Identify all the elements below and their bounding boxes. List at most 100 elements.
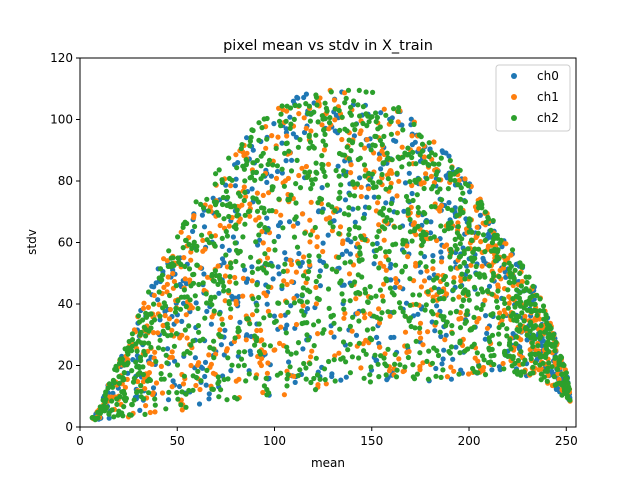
data-point [256,349,262,355]
data-point [374,114,380,121]
data-point [137,407,143,413]
data-point [315,318,322,324]
data-point [247,201,253,207]
data-point [219,316,225,322]
data-point [221,288,227,294]
data-point [183,312,189,318]
data-point [496,324,502,331]
data-point [355,156,361,163]
data-point [217,327,223,333]
data-point [264,370,270,376]
data-point [311,322,317,328]
data-point [417,152,423,158]
data-point [203,291,209,297]
data-point [202,315,208,321]
data-point [507,280,513,286]
data-point [151,317,158,323]
data-point [475,358,481,364]
data-point [438,374,444,380]
data-point [407,229,413,235]
data-point [214,209,220,215]
data-point [400,127,406,133]
data-point [161,300,167,306]
data-point [430,266,436,272]
data-point [261,116,267,122]
data-point [176,383,183,390]
data-point [349,328,355,334]
data-point [232,183,238,189]
data-point [232,394,238,401]
data-point [240,234,246,240]
data-point [119,410,125,416]
data-point [254,302,260,308]
data-point [279,283,285,289]
data-point [232,203,238,209]
data-point [439,148,445,154]
data-point [269,133,275,139]
data-point [466,229,472,235]
data-point [216,311,223,317]
data-point [353,296,359,302]
data-point [506,342,512,348]
data-point [143,403,149,409]
data-point [191,215,197,221]
data-point [357,290,363,296]
data-point [325,161,332,167]
data-point [284,383,290,389]
data-point [509,247,516,253]
data-point [383,363,389,369]
data-point [553,386,560,392]
data-point [317,258,323,264]
data-point [421,154,427,160]
data-point [212,243,218,249]
data-point [267,312,273,318]
data-point [358,184,364,190]
data-point [563,370,570,376]
data-point [290,131,296,137]
data-point [543,351,549,357]
data-point [567,397,573,403]
legend-marker [511,115,517,121]
data-point [538,323,544,329]
data-point [328,89,334,95]
data-point [495,315,502,321]
data-point [169,384,175,390]
data-point [448,246,454,252]
data-point [231,224,237,230]
data-point [458,196,464,202]
data-point [513,293,519,299]
data-point [423,302,429,308]
data-point [304,306,311,312]
data-point [296,172,302,179]
data-point [101,408,107,414]
data-point [332,353,338,359]
data-point [393,280,400,286]
data-point [188,283,194,289]
data-point [288,303,294,309]
data-point [355,205,361,211]
data-point [240,263,246,269]
data-point [399,122,405,128]
data-point [484,325,491,331]
data-point [253,196,259,202]
data-point [409,142,415,148]
data-point [232,335,238,341]
data-point [240,293,246,299]
data-point [482,372,489,378]
data-point [228,368,234,374]
data-point [388,131,394,137]
data-point [387,313,393,319]
data-point [371,261,377,267]
data-point [213,171,219,177]
data-point [174,318,180,324]
data-point [212,181,218,187]
data-point [364,137,370,143]
data-point [405,198,411,204]
data-point [211,338,217,344]
data-point [226,223,232,229]
data-point [329,373,335,380]
data-point [399,144,405,150]
data-point [233,176,239,182]
data-point [252,342,258,348]
data-point [261,383,267,389]
